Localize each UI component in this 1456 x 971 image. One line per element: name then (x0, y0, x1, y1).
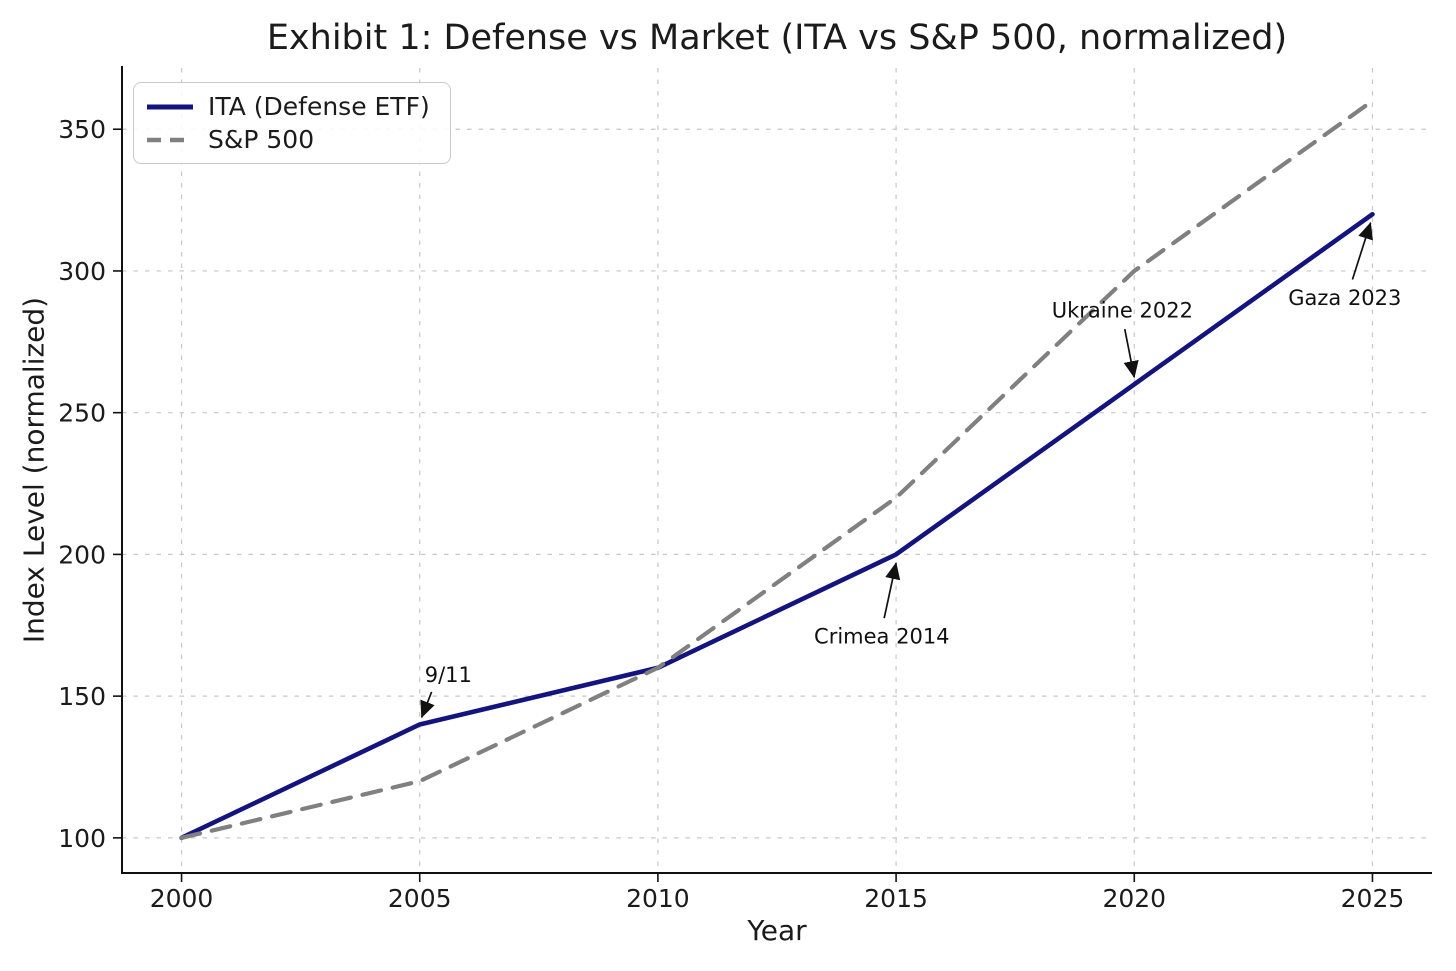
x-axis-label: Year (747, 914, 807, 947)
legend: ITA (Defense ETF) S&P 500 (133, 82, 451, 164)
annotation-arrow (1123, 328, 1139, 379)
x-tick-label: 2015 (864, 884, 928, 913)
annotation-label: Gaza 2023 (1288, 286, 1401, 310)
annotation-label: Crimea 2014 (814, 625, 950, 649)
annotation-label: 9/11 (425, 663, 472, 687)
y-tick-label: 100 (58, 824, 106, 853)
legend-item: ITA (Defense ETF) (146, 92, 430, 121)
legend-label: ITA (Defense ETF) (208, 92, 430, 121)
legend-line-sample (147, 104, 193, 109)
chart-title: Exhibit 1: Defense vs Market (ITA vs S&P… (266, 18, 1288, 58)
x-tick-label: 2005 (388, 884, 452, 913)
x-tick-label: 2020 (1102, 884, 1166, 913)
annotation-arrow (883, 562, 901, 619)
y-tick-label: 250 (58, 399, 106, 428)
y-tick-label: 200 (58, 540, 106, 569)
annotation-arrow (1351, 221, 1373, 280)
series-line-0 (179, 211, 1375, 841)
legend-line-sample (147, 137, 193, 142)
y-tick-label: 150 (58, 682, 106, 711)
x-tick-label: 2025 (1341, 884, 1405, 913)
y-tick-label: 350 (58, 115, 106, 144)
legend-label: S&P 500 (208, 125, 315, 154)
x-tick-label: 2010 (626, 884, 690, 913)
annotation-arrow (420, 691, 435, 719)
x-tick-label: 2000 (150, 884, 214, 913)
legend-item: S&P 500 (146, 125, 430, 154)
y-tick-label: 300 (58, 257, 106, 286)
series-line-1 (179, 98, 1375, 840)
annotation-label: Ukraine 2022 (1052, 299, 1193, 323)
